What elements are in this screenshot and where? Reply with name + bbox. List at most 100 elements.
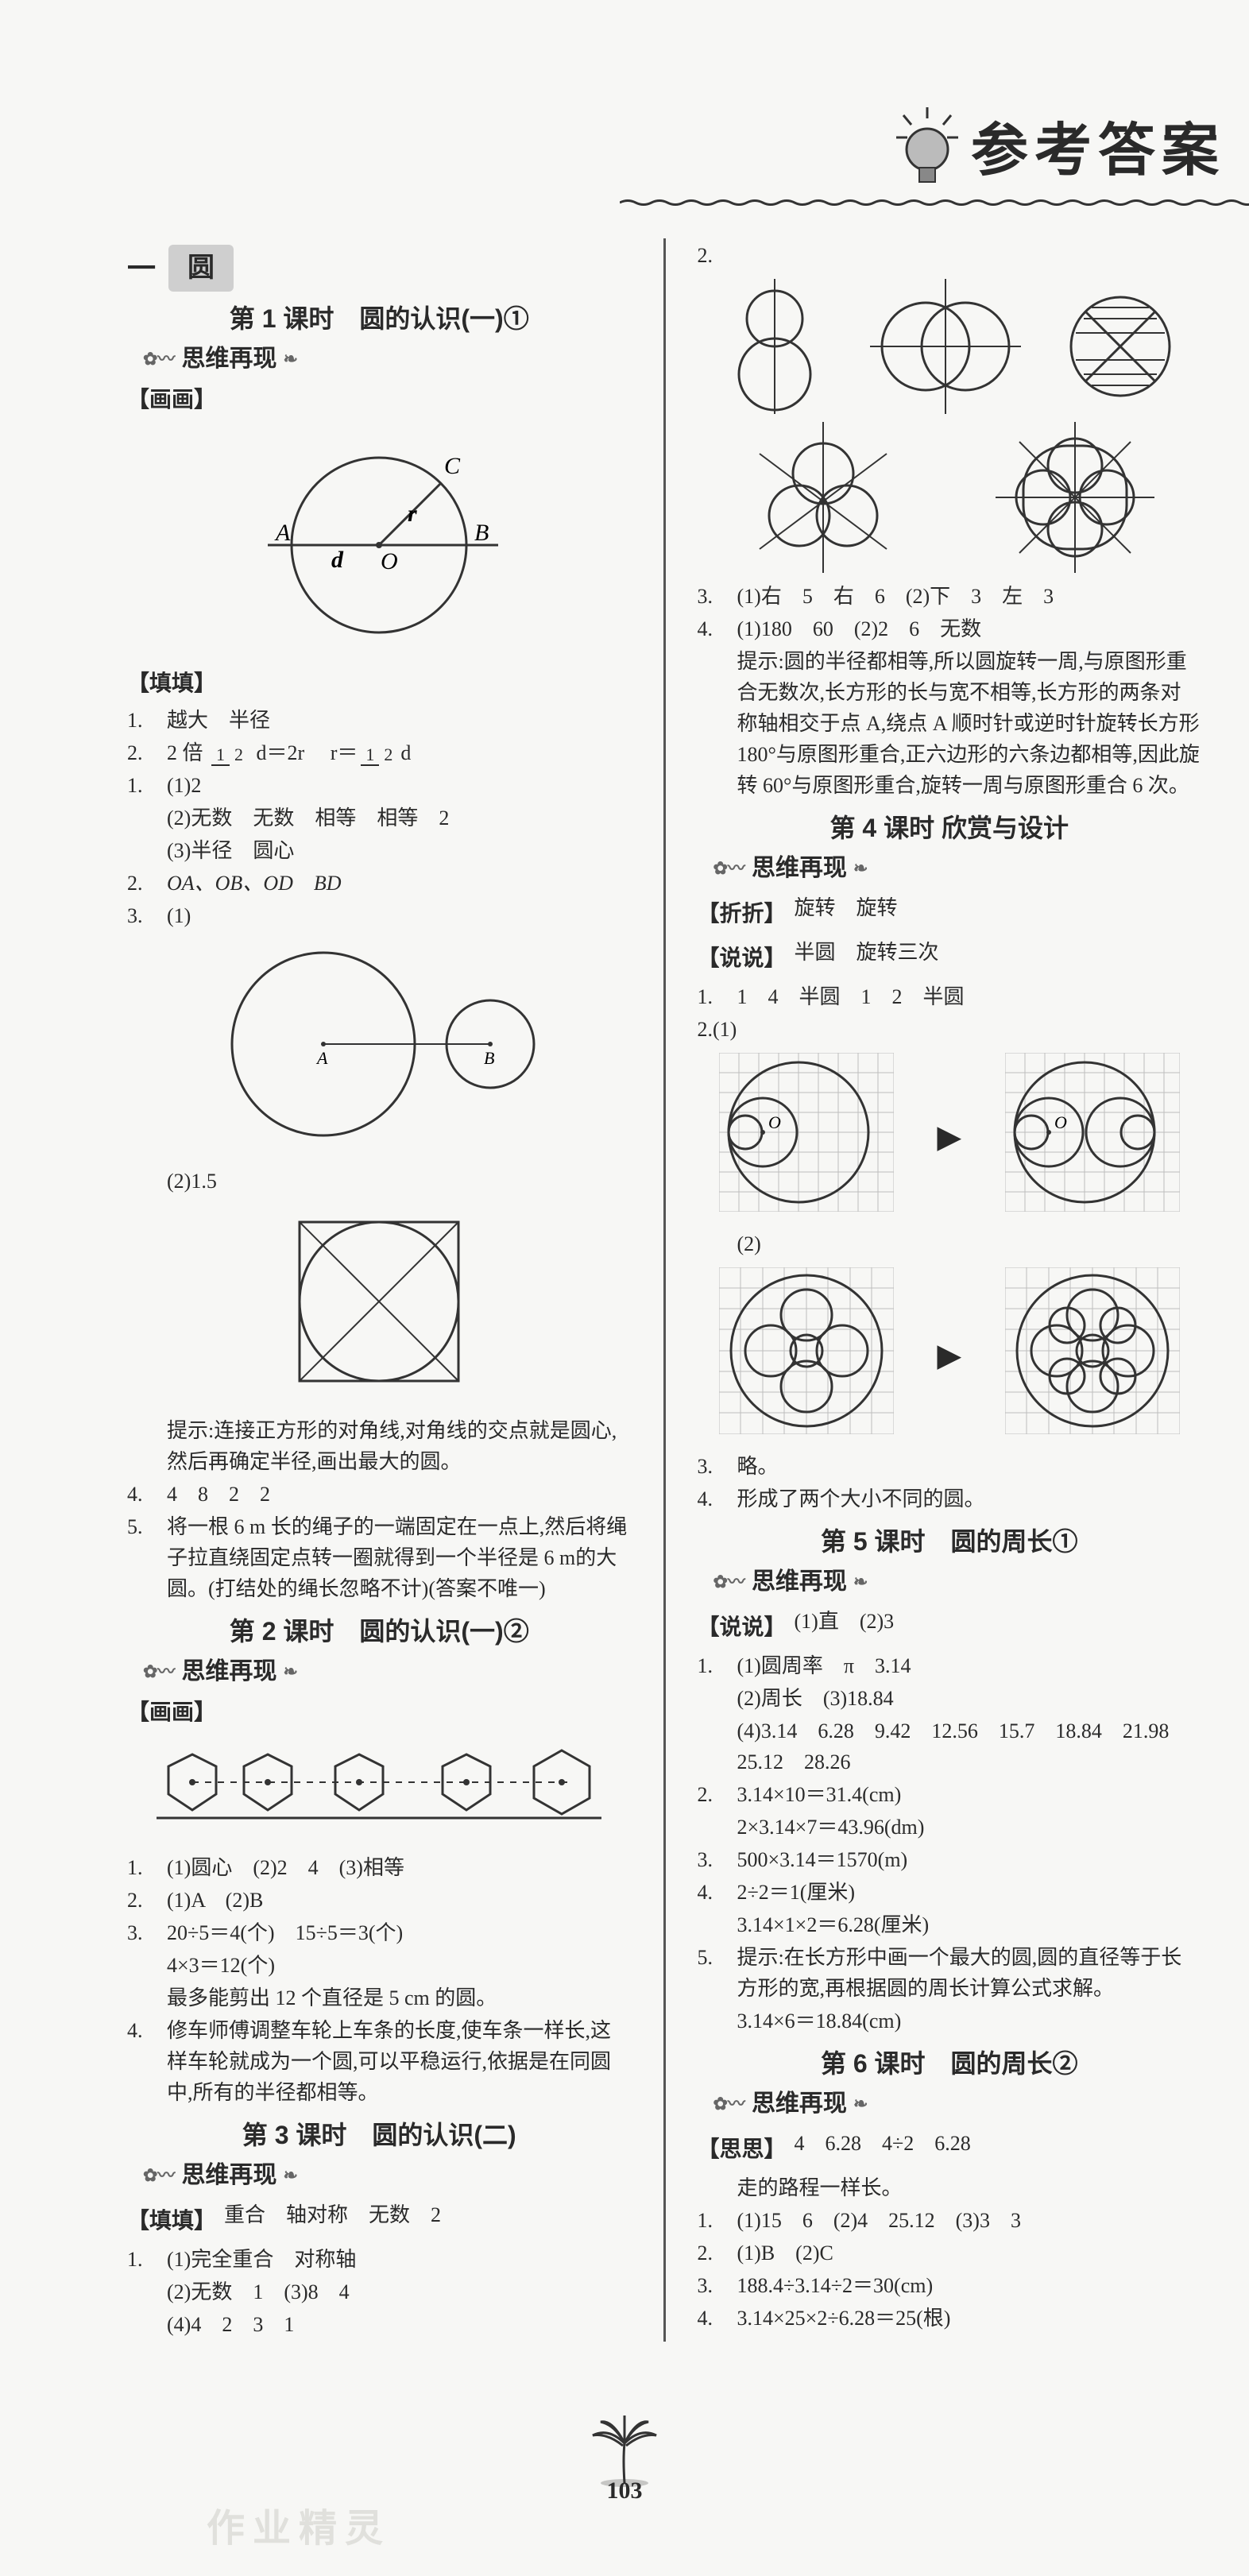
lesson2-sub: ✿〰 思维再现 ❧ <box>143 1654 632 1689</box>
leaf-icon: ✿〰 <box>713 855 745 881</box>
l4-2a: 2.(1) <box>698 1014 1202 1045</box>
l5-1c: (4)3.14 6.28 9.42 12.56 15.7 18.84 21.98… <box>698 1715 1202 1777</box>
palm-icon <box>0 2415 1249 2487</box>
label-r: r <box>408 501 417 527</box>
l1-5b: (2)1.5 <box>127 1166 632 1197</box>
content-columns: 一 圆 第 1 课时 圆的认识(一)① ✿〰 思维再现 ❧ 【画画】 A B <box>0 95 1249 2342</box>
l2-4: 4.修车师傅调整车轮上车条的长度,使车条一样长,这样车轮就成为一个圆,可以平稳运… <box>127 2015 632 2108</box>
circle-diagram: A B C O d r <box>127 426 632 657</box>
label-A: A <box>274 520 291 546</box>
l1-1: 1.越大 半径 <box>127 705 632 736</box>
l5-4a: 4.2÷2＝1(厘米) <box>698 1877 1202 1908</box>
l6-think: 【思思】 4 6.28 4÷2 6.28 <box>698 2128 1202 2171</box>
fill-header: 【填填】 <box>127 667 632 700</box>
l2-3b: 4×3＝12(个) <box>127 1950 632 1981</box>
l3-fill: 【填填】 重合 轴对称 无数 2 <box>127 2199 632 2242</box>
l2-1: 1.(1)圆心 (2)2 4 (3)相等 <box>127 1852 632 1883</box>
symmetry-figs-row2 <box>698 422 1202 573</box>
grid-pair-1: O ▶ O <box>698 1053 1202 1220</box>
page-number: 103 <box>0 2477 1249 2504</box>
l5-5b: 3.14×6＝18.84(cm) <box>698 2005 1202 2036</box>
label-C: C <box>444 453 461 479</box>
l5-2a: 2.3.14×10＝31.4(cm) <box>698 1779 1202 1810</box>
page: 参考答案 一 圆 第 1 课时 圆的认识(一)① ✿〰 思维再现 ❧ 【画画】 <box>0 0 1249 2576</box>
dot-icon: ❧ <box>283 1658 297 1684</box>
arrow-icon: ▶ <box>937 1332 961 1379</box>
l4-2b: (2) <box>698 1228 1202 1259</box>
dot-icon: ❧ <box>853 855 868 881</box>
leaf-icon: ✿〰 <box>713 1568 745 1595</box>
fraction-1-2b: 12 <box>361 746 397 764</box>
r-q4hint: 提示:圆的半径都相等,所以圆旋转一周,与原图形重合无数次,长方形的长与宽不相等,… <box>698 646 1202 801</box>
dot-icon: ❧ <box>283 346 297 372</box>
l5-3: 3.500×3.14＝1570(m) <box>698 1844 1202 1875</box>
svg-text:O: O <box>1054 1112 1067 1132</box>
draw-header: 【画画】 <box>127 383 632 416</box>
fig-four-petal <box>996 422 1154 573</box>
lesson6-sub: ✿〰 思维再现 ❧ <box>713 2086 1202 2122</box>
r-q3: 3.(1)右 5 右 6 (2)下 3 左 3 <box>698 581 1202 612</box>
lesson1-sub: ✿〰 思维再现 ❧ <box>143 341 632 377</box>
l5-4b: 3.14×1×2＝6.28(厘米) <box>698 1909 1202 1940</box>
label-O: O <box>381 548 398 574</box>
l5-5a: 5.提示:在长方形中画一个最大的圆,圆的直径等于长方形的宽,再根据圆的周长计算公… <box>698 1942 1202 2004</box>
fig-trefoil <box>744 422 903 573</box>
grid-fig-2-right <box>1005 1267 1180 1443</box>
grid-fig-1-right: O <box>1005 1053 1180 1220</box>
label-d: d <box>331 547 344 573</box>
right-column: 2. <box>698 238 1202 2342</box>
unit-name: 圆 <box>168 245 234 292</box>
wave-divider <box>620 199 1249 207</box>
l1-3b: (2)无数 无数 相等 相等 2 <box>127 803 632 834</box>
page-title: 参考答案 <box>971 103 1225 187</box>
leaf-icon: ✿〰 <box>143 2162 175 2188</box>
l1-3a: 1.(1)2 <box>127 770 632 801</box>
l2-2: 2.(1)A (2)B <box>127 1885 632 1916</box>
header: 参考答案 <box>891 103 1225 187</box>
leaf-icon: ✿〰 <box>713 2091 745 2117</box>
l2-3a: 3.20÷5＝4(个) 15÷5＝3(个) <box>127 1917 632 1948</box>
lightbulb-icon <box>891 106 955 185</box>
lesson1-title: 第 1 课时 圆的认识(一)① <box>127 300 632 338</box>
dot-icon: ❧ <box>853 2091 868 2117</box>
l3-1a: 1.(1)完全重合 对称轴 <box>127 2244 632 2275</box>
footer: 103 <box>0 2415 1249 2504</box>
l1-5a: 3.(1) <box>127 900 632 931</box>
lesson6-title: 第 6 课时 圆的周长② <box>698 2044 1202 2083</box>
l1-4: 2.OA、OB、OD BD <box>127 868 632 899</box>
fig-two-circles-vert <box>715 279 834 414</box>
svg-text:A: A <box>315 1048 328 1068</box>
lesson3-title: 第 3 课时 圆的认识(二) <box>127 2116 632 2154</box>
grid-fig-1-left: O <box>719 1053 894 1220</box>
grid-pair-2: ▶ <box>698 1267 1202 1443</box>
l6-2: 2.(1)B (2)C <box>698 2238 1202 2269</box>
r-q4a: 4.(1)180 60 (2)2 6 无数 <box>698 613 1202 644</box>
dot-icon: ❧ <box>283 2162 297 2188</box>
l4-4: 4.形成了两个大小不同的圆。 <box>698 1483 1202 1514</box>
leaf-icon: ✿〰 <box>143 1658 175 1684</box>
leaf-icon: ✿〰 <box>143 346 175 372</box>
left-column: 一 圆 第 1 课时 圆的认识(一)① ✿〰 思维再现 ❧ 【画画】 A B <box>127 238 632 2342</box>
svg-text:B: B <box>484 1048 494 1068</box>
grid-fig-2-left <box>719 1267 894 1443</box>
square-circle-diagram <box>127 1206 632 1406</box>
l1-hint: 提示:连接正方形的对角线,对角线的交点就是圆心,然后再确定半径,画出最大的圆。 <box>127 1415 632 1477</box>
symmetry-figs-row1 <box>698 279 1202 414</box>
l2-3c: 最多能剪出 12 个直径是 5 cm 的圆。 <box>127 1982 632 2013</box>
l6-4: 4.3.14×25×2÷6.28＝25(根) <box>698 2303 1202 2334</box>
l5-1b: (2)周长 (3)18.84 <box>698 1683 1202 1714</box>
r-q2: 2. <box>698 240 1202 271</box>
lesson4-sub: ✿〰 思维再现 ❧ <box>713 850 1202 886</box>
l6-3: 3.188.4÷3.14÷2＝30(cm) <box>698 2270 1202 2301</box>
two-circles-diagram: A B <box>127 941 632 1156</box>
l4-say: 【说说】 半圆 旋转三次 <box>698 937 1202 980</box>
watermark: 作业精灵 <box>207 2497 391 2552</box>
lesson3-sub: ✿〰 思维再现 ❧ <box>143 2157 632 2193</box>
l1-3c: (3)半径 圆心 <box>127 835 632 866</box>
l4-3: 3.略。 <box>698 1451 1202 1482</box>
fig-hatched-circle <box>1057 279 1184 414</box>
hexagon-row-diagram <box>127 1739 632 1843</box>
l1-6: 4.4 8 2 2 <box>127 1479 632 1510</box>
l4-1: 1.1 4 半圆 1 2 半圆 <box>698 981 1202 1012</box>
unit-dash: 一 <box>127 247 156 290</box>
